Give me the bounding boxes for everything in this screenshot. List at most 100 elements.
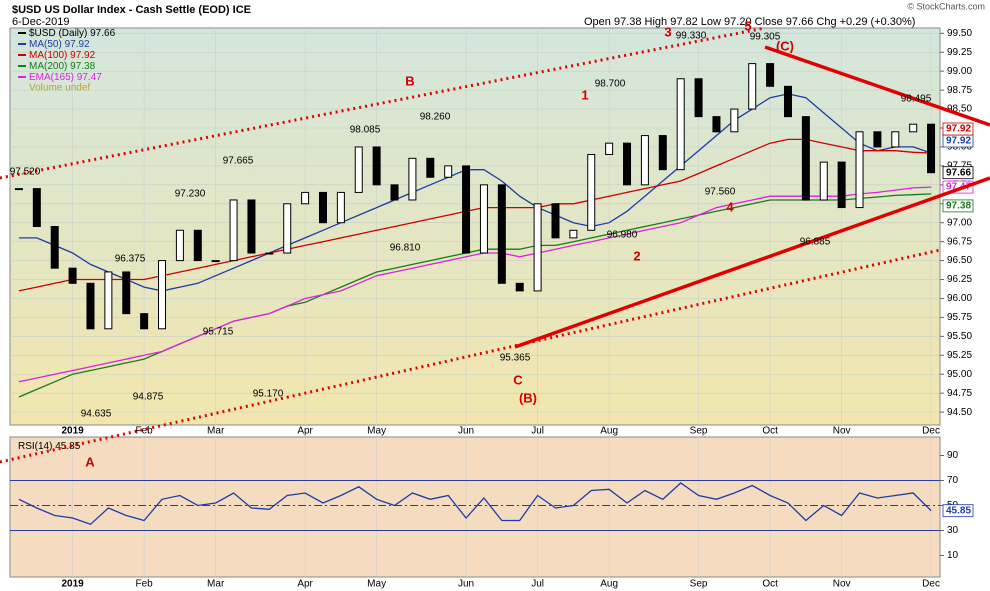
value-tag-label: 97.92 [946, 136, 971, 147]
y-tick-label: 99.50 [947, 28, 972, 39]
y-tick-label: 96.50 [947, 255, 972, 266]
value-tag-label: 97.92 [946, 124, 971, 135]
candle [927, 123, 936, 174]
candle [211, 260, 220, 263]
candle [354, 146, 363, 193]
price-annotation: 97.520 [10, 167, 41, 178]
candle [122, 271, 131, 315]
y-tick-label: 98.50 [947, 104, 972, 115]
legend-value: 97.47 [77, 72, 102, 83]
legend-entry: MA(200) 97.38 [29, 61, 96, 72]
price-panel [9, 27, 941, 426]
legend-entry: Volume undef [29, 83, 90, 94]
series-line [18, 138, 932, 292]
candle [408, 157, 417, 201]
price-annotation: 96.375 [115, 254, 146, 265]
candle [837, 161, 846, 209]
wave-label: 4 [726, 199, 734, 214]
wave-label: 2 [633, 248, 640, 263]
price-annotation: 95.365 [500, 353, 531, 364]
x-tick-label: Jul [531, 426, 544, 437]
y-tick-label: 97.75 [947, 161, 972, 172]
y-tick-label: 99.25 [947, 47, 972, 58]
x-tick-label: 2019 [61, 426, 84, 437]
value-tag [942, 504, 974, 518]
candle [533, 203, 542, 292]
candle [68, 267, 77, 284]
candle [32, 188, 41, 227]
candle [318, 191, 327, 224]
wave-label: (B) [519, 390, 537, 405]
price-annotation: 98.495 [901, 94, 932, 105]
candle [640, 135, 649, 186]
price-annotation: 94.635 [81, 409, 112, 420]
candle [104, 271, 113, 330]
x-tick-label: Jun [458, 426, 474, 437]
candle [551, 203, 560, 239]
candle [14, 188, 23, 191]
price-annotation: 94.875 [133, 392, 164, 403]
legend-name: RSI(14) [18, 441, 52, 452]
candle [86, 282, 95, 330]
price-annotation: 98.085 [350, 125, 381, 136]
legend-entry: MA(50) 97.92 [29, 39, 90, 50]
candle [694, 78, 703, 118]
candle [462, 165, 471, 254]
rsi-panel [9, 436, 941, 578]
x-tick-label: Apr [297, 579, 313, 590]
y-tick-label: 98.75 [947, 85, 972, 96]
legend-value: 97.38 [70, 61, 95, 72]
price-annotation: 98.260 [420, 112, 451, 123]
candle [909, 123, 918, 133]
y-tick-label: 97.00 [947, 217, 972, 228]
value-tag-label: 97.47 [946, 182, 971, 193]
candle [783, 85, 792, 118]
legend-name: $USD (Daily) [29, 28, 87, 39]
y-tick-label: 94.50 [947, 407, 972, 418]
candle [873, 131, 882, 148]
wave-label: B [405, 73, 414, 88]
legend-name: MA(50) [29, 39, 62, 50]
x-tick-label: Mar [207, 426, 225, 437]
price-annotation: 97.230 [175, 189, 206, 200]
price-annotation: 98.700 [595, 79, 626, 90]
candle [283, 203, 292, 254]
value-tag [942, 180, 974, 194]
x-tick-label: Sep [690, 426, 708, 437]
candle [801, 116, 810, 201]
price-annotation: 99.330 [676, 31, 707, 42]
x-tick-label: Apr [297, 426, 313, 437]
resistance-line [764, 45, 990, 127]
candle [158, 260, 167, 330]
value-tag-label: 97.38 [946, 201, 971, 212]
y-tick-label: 94.75 [947, 388, 972, 399]
value-tag [942, 199, 974, 213]
wave-label: C [513, 372, 523, 387]
candle [855, 131, 864, 209]
price-annotation: 96.810 [390, 243, 421, 254]
x-tick-label: May [367, 579, 386, 590]
candle [390, 184, 399, 201]
legend-entry: EMA(165) 97.47 [29, 72, 102, 83]
y-tick-label: 10 [947, 550, 959, 561]
legend-value: 97.92 [65, 39, 90, 50]
y-tick-label: 96.00 [947, 293, 972, 304]
candle [175, 229, 184, 262]
y-tick-label: 99.00 [947, 66, 972, 77]
price-annotation: 96.980 [607, 230, 638, 241]
price-annotation: 95.715 [203, 327, 234, 338]
x-tick-label: Nov [833, 579, 851, 590]
y-tick-label: 95.00 [947, 369, 972, 380]
candle [229, 199, 238, 262]
x-tick-label: Aug [600, 426, 618, 437]
chart-title: $USD US Dollar Index - Cash Settle (EOD)… [12, 4, 251, 16]
credit: © StockCharts.com [907, 1, 985, 11]
candle [587, 154, 596, 231]
x-tick-label: Mar [207, 579, 225, 590]
legend-value: 97.92 [70, 50, 95, 61]
series-line [18, 482, 932, 526]
wave-label: (C) [776, 38, 794, 53]
x-tick-label: 2019 [61, 579, 84, 590]
candle [301, 191, 310, 205]
candle [569, 229, 578, 239]
